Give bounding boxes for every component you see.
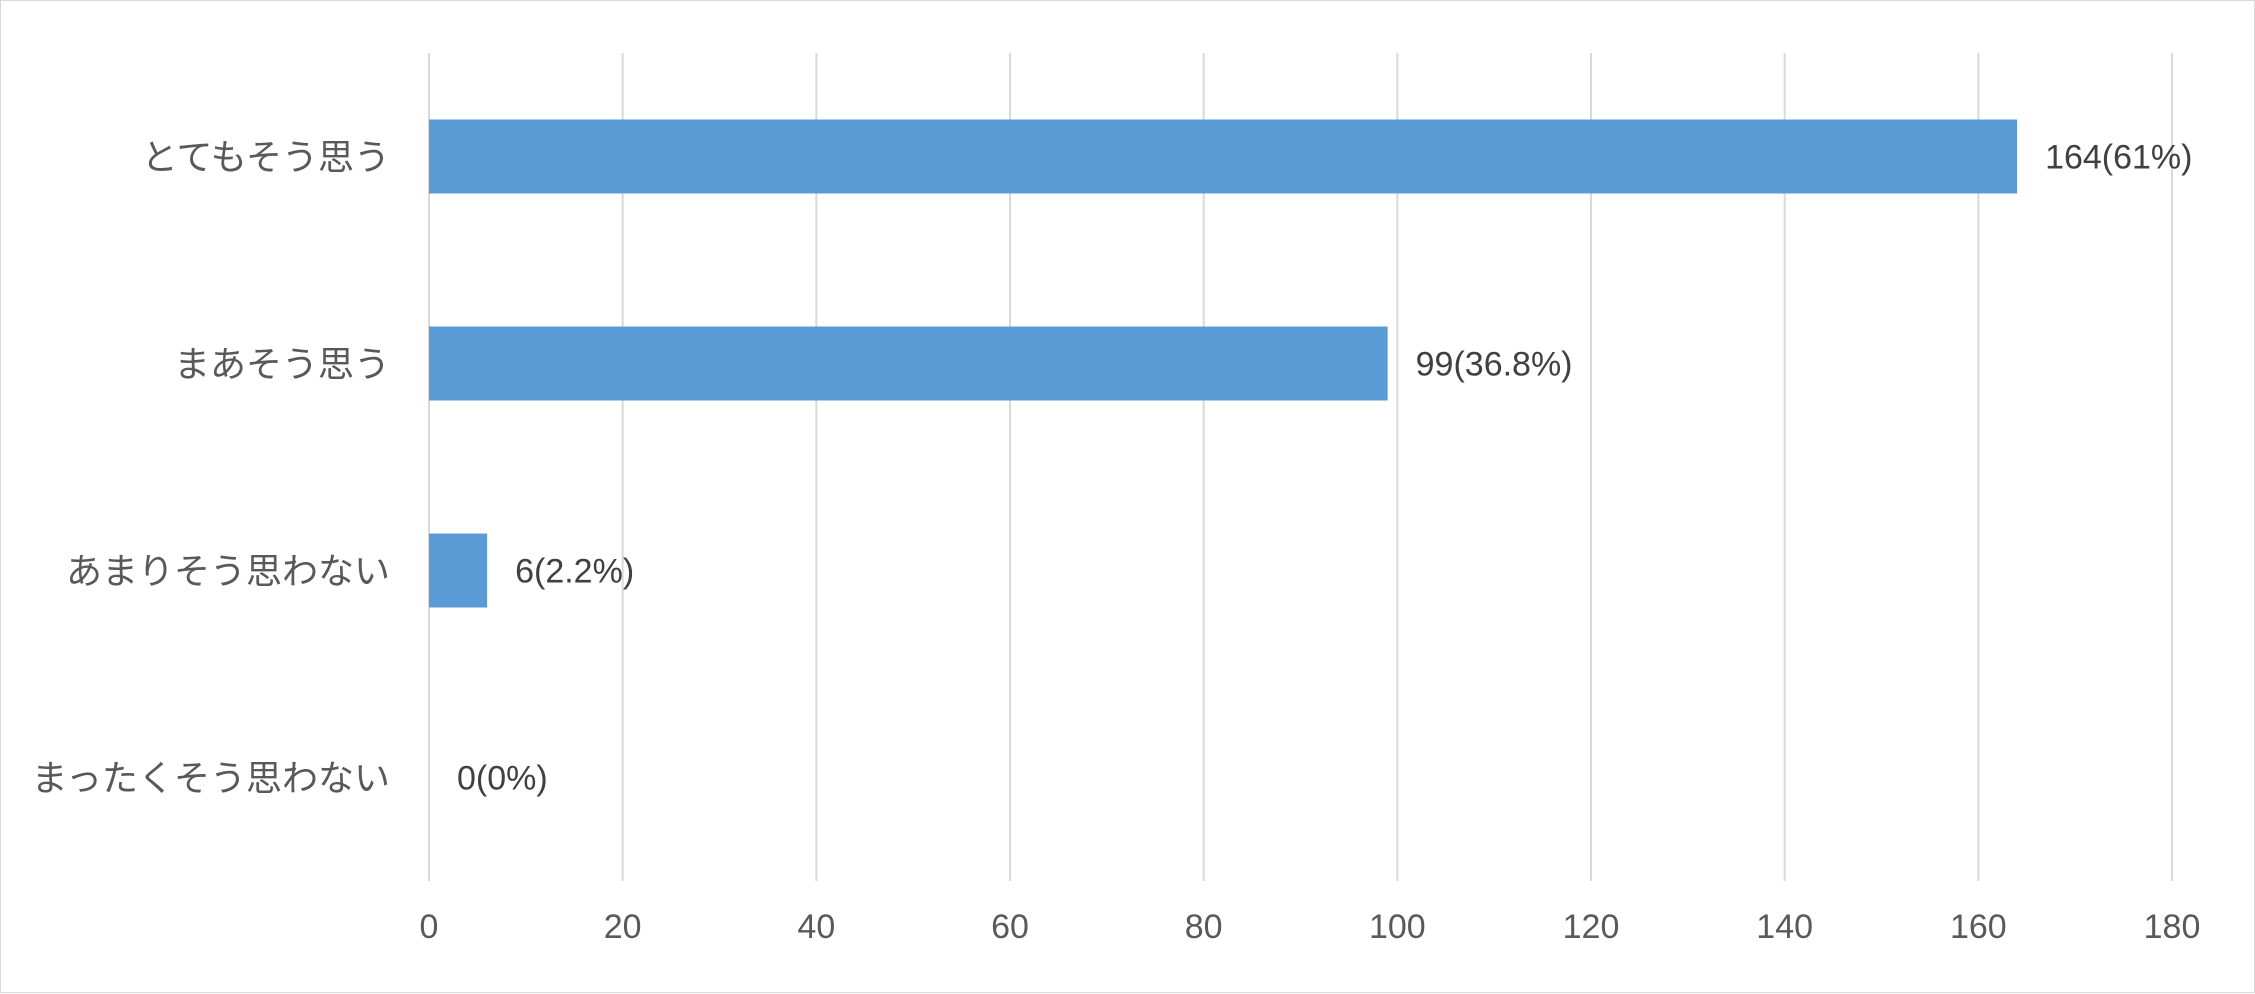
x-tick-label: 20 bbox=[604, 908, 642, 946]
x-tick-label: 100 bbox=[1369, 908, 1426, 946]
data-label: 99(36.8%) bbox=[1416, 346, 1573, 384]
bars bbox=[429, 119, 2018, 608]
bar bbox=[429, 119, 2018, 194]
x-tick-label: 40 bbox=[797, 908, 835, 946]
category-label: とてもそう思う bbox=[142, 138, 390, 179]
category-label: あまりそう思わない bbox=[66, 552, 390, 593]
category-label: まったくそう思わない bbox=[31, 759, 390, 800]
x-tick-label: 0 bbox=[420, 908, 439, 946]
category-label: まあそう思う bbox=[174, 345, 390, 386]
data-label: 6(2.2%) bbox=[515, 553, 634, 591]
labels: 0 20 40 60 80 100 120 140 160 180 とてもそう思う 164(61%) ま… bbox=[31, 138, 2200, 947]
x-tick-label: 80 bbox=[1185, 908, 1223, 946]
x-tick-label: 180 bbox=[2144, 908, 2201, 946]
x-tick-label: 120 bbox=[1563, 908, 1620, 946]
data-label: 164(61%) bbox=[2045, 139, 2192, 177]
bar bbox=[429, 533, 488, 608]
data-label: 0(0%) bbox=[457, 760, 548, 798]
bar bbox=[429, 326, 1388, 401]
x-tick-label: 60 bbox=[991, 908, 1029, 946]
x-tick-label: 160 bbox=[1950, 908, 2007, 946]
x-tick-label: 140 bbox=[1756, 908, 1813, 946]
